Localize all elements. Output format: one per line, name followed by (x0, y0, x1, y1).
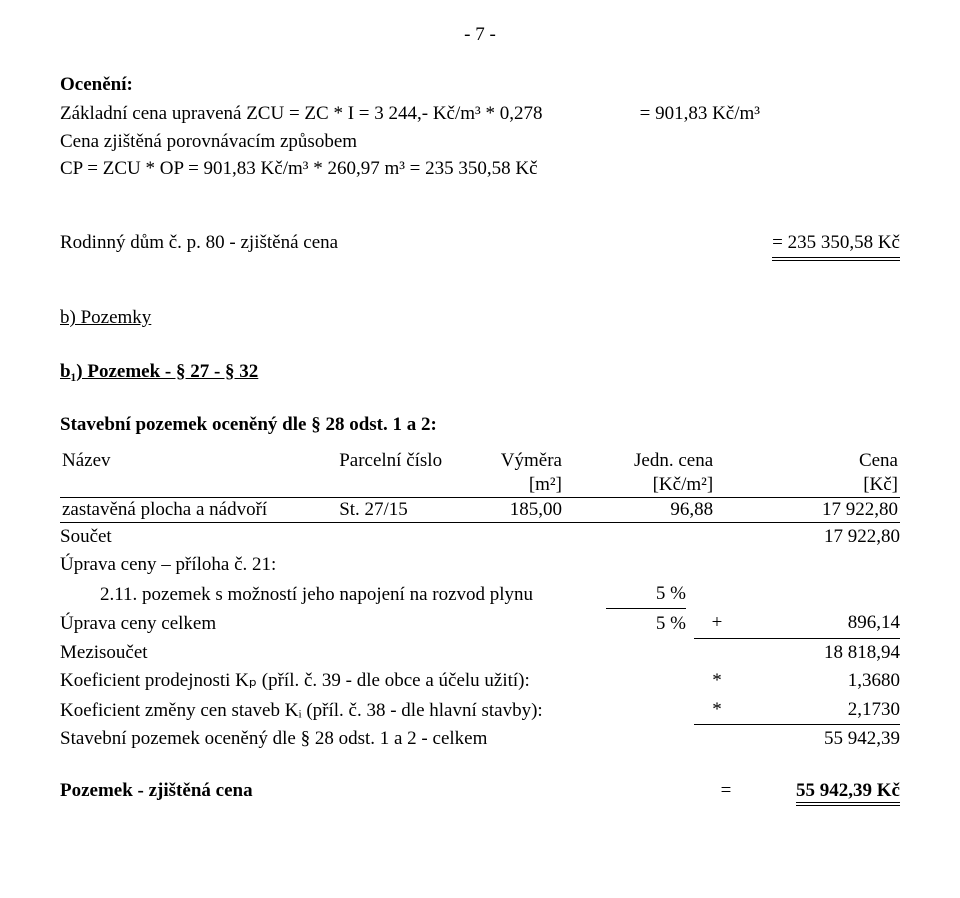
hdr-vymera-unit: [m²] (446, 473, 564, 498)
cell-jedn: 96,88 (564, 497, 715, 522)
uprava-celkem-val: 896,14 (740, 609, 900, 639)
table-header-row-2: [m²] [Kč/m²] [Kč] (60, 473, 900, 498)
final-label: Pozemek - zjištěná cena (60, 780, 253, 802)
mezisoucet-val: 18 818,94 (740, 639, 900, 668)
celkem-val: 55 942,39 (740, 725, 900, 754)
celkem-row: Stavební pozemek oceněný dle § 28 odst. … (60, 725, 900, 754)
page: - 7 - Ocenění: Základní cena upravená ZC… (0, 0, 960, 898)
hdr-vymera: Výměra (446, 449, 564, 473)
ki-label: Koeficient změny cen staveb Kᵢ (příl. č.… (60, 697, 694, 726)
soucet-row: Součet 17 922,80 (60, 523, 900, 552)
mezisoucet-row: Mezisoučet 18 818,94 (60, 639, 900, 668)
rodinny-dum-value: = 235 350,58 Kč (772, 229, 900, 259)
rodinny-dum-label: Rodinný dům č. p. 80 - zjištěná cena (60, 229, 338, 259)
uprava-label: Úprava ceny – příloha č. 21: (60, 551, 694, 580)
zcu-text: Základní cena upravená ZCU = ZC * I = 3 … (60, 100, 542, 128)
item-211-val: 5 % (606, 580, 686, 610)
table-header-row-1: Název Parcelní číslo Výměra Jedn. cena C… (60, 449, 900, 473)
hdr-cena-unit: [Kč] (715, 473, 900, 498)
zcu-result: = 901,83 Kč/m³ (640, 100, 900, 128)
final-row: Pozemek - zjištěná cena = 55 942,39 Kč (60, 780, 900, 802)
kp-label: Koeficient prodejnosti Kₚ (příl. č. 39 -… (60, 667, 694, 696)
cell-cena: 17 922,80 (715, 497, 900, 522)
section-b1-text: b₁) Pozemek - § 27 - § 32 (60, 361, 258, 382)
hdr-jedn: Jedn. cena (564, 449, 715, 473)
page-number: - 7 - (60, 24, 900, 46)
uprava-celkem-op: + (694, 609, 740, 639)
rodinny-dum-row: Rodinný dům č. p. 80 - zjištěná cena = 2… (60, 229, 900, 259)
soucet-val: 17 922,80 (740, 523, 900, 552)
stavebni-pozemek-heading: Stavební pozemek oceněný dle § 28 odst. … (60, 411, 900, 439)
uprava-celkem-row: Úprava ceny celkem 5 % + 896,14 (60, 609, 900, 639)
pozemek-table: Název Parcelní číslo Výměra Jedn. cena C… (60, 449, 900, 523)
uprava-celkem-mid: 5 % (606, 610, 686, 639)
ki-val: 2,1730 (740, 696, 900, 726)
hdr-cena: Cena (715, 449, 900, 473)
kp-row: Koeficient prodejnosti Kₚ (příl. č. 39 -… (60, 667, 900, 696)
table-row: zastavěná plocha a nádvoří St. 27/15 185… (60, 497, 900, 522)
final-eq: = (721, 780, 732, 801)
section-b1: b₁) Pozemek - § 27 - § 32 (60, 358, 900, 386)
ki-op: * (694, 696, 740, 726)
ki-row: Koeficient změny cen staveb Kᵢ (příl. č.… (60, 696, 900, 726)
hdr-nazev: Název (60, 449, 337, 473)
item-211-row: 2.11. pozemek s možností jeho napojení n… (60, 580, 900, 610)
section-b: b) Pozemky (60, 304, 900, 332)
item-211-label: 2.11. pozemek s možností jeho napojení n… (60, 581, 606, 610)
oceneni-heading: Ocenění: (60, 74, 900, 96)
kp-op: * (694, 667, 740, 696)
celkem-label: Stavební pozemek oceněný dle § 28 odst. … (60, 725, 694, 754)
section-b-text: b) Pozemky (60, 307, 151, 328)
hdr-parcelni: Parcelní číslo (337, 449, 446, 473)
final-value: 55 942,39 Kč (796, 780, 900, 803)
kp-val: 1,3680 (740, 667, 900, 696)
cp-line: CP = ZCU * OP = 901,83 Kč/m³ * 260,97 m³… (60, 155, 900, 183)
hdr-jedn-unit: [Kč/m²] (564, 473, 715, 498)
uprava-row: Úprava ceny – příloha č. 21: (60, 551, 900, 580)
cell-nazev: zastavěná plocha a nádvoří (60, 497, 337, 522)
cena-zjistena: Cena zjištěná porovnávacím způsobem (60, 128, 900, 156)
uprava-celkem-label: Úprava ceny celkem (60, 610, 606, 639)
zcu-line: Základní cena upravená ZCU = ZC * I = 3 … (60, 100, 900, 128)
mezisoucet-label: Mezisoučet (60, 639, 694, 668)
cell-parcelni: St. 27/15 (337, 497, 446, 522)
soucet-label: Součet (60, 523, 694, 552)
cell-vymera: 185,00 (446, 497, 564, 522)
